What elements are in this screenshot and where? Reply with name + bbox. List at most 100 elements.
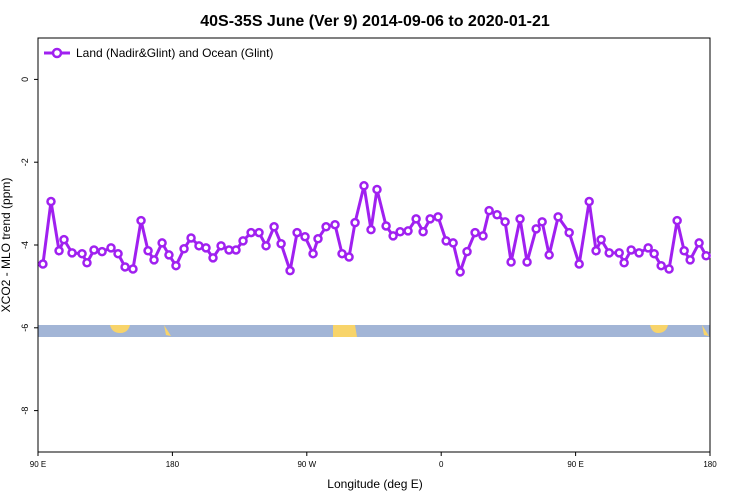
- x-tick-label: 0: [439, 460, 444, 469]
- x-tick-label: 90 E: [567, 460, 583, 469]
- data-point: [515, 214, 525, 224]
- data-point: [208, 253, 218, 263]
- data-point: [106, 243, 116, 253]
- data-point: [120, 262, 130, 272]
- data-point: [619, 258, 629, 268]
- data-point: [411, 214, 421, 224]
- data-point: [614, 248, 624, 258]
- y-tick-label: -8: [20, 407, 30, 415]
- data-point: [455, 267, 465, 277]
- data-point: [366, 224, 376, 235]
- data-point: [634, 248, 644, 258]
- data-point: [643, 243, 653, 253]
- data-point: [285, 265, 295, 276]
- legend-marker: [51, 47, 63, 59]
- y-tick-label: -4: [20, 241, 30, 249]
- data-point: [403, 226, 413, 236]
- data-point: [564, 227, 574, 238]
- chart-title: 40S-35S June (Ver 9) 2014-09-06 to 2020-…: [200, 13, 550, 30]
- data-point: [276, 239, 286, 249]
- data-point: [448, 238, 458, 248]
- data-point: [67, 248, 77, 258]
- y-tick-label: 0: [20, 77, 30, 82]
- data-point: [292, 227, 302, 238]
- y-tick-label: -2: [20, 158, 30, 166]
- data-point: [584, 196, 594, 207]
- data-point: [238, 236, 248, 246]
- plot-frame: [37, 37, 711, 453]
- data-point: [484, 205, 494, 216]
- data-point: [179, 243, 189, 254]
- data-point: [425, 214, 435, 224]
- data-point: [97, 246, 107, 257]
- y-axis-label: XCO2 - MLO trend (ppm): [0, 178, 13, 313]
- x-tick-label: 90 E: [30, 460, 46, 469]
- data-point: [254, 227, 264, 238]
- data-point: [308, 248, 318, 259]
- data-point: [685, 255, 695, 265]
- data-point: [300, 231, 310, 242]
- data-point: [261, 241, 271, 251]
- data-point: [372, 184, 382, 195]
- data-point: [500, 217, 510, 227]
- data-point: [136, 215, 146, 226]
- x-tick-label: 90 W: [297, 460, 316, 469]
- data-point: [313, 234, 323, 244]
- data-point: [113, 248, 123, 259]
- data-point: [649, 248, 659, 259]
- data-point: [89, 245, 99, 255]
- data-point: [186, 233, 196, 243]
- data-point: [337, 248, 347, 259]
- x-axis-label: Longitude (deg E): [327, 477, 422, 491]
- data-point: [470, 227, 480, 238]
- data-point: [522, 257, 532, 267]
- data-point: [321, 222, 331, 232]
- data-point: [77, 248, 87, 259]
- data-point: [359, 181, 369, 191]
- data-point: [201, 243, 211, 253]
- data-point: [672, 215, 682, 226]
- data-point: [128, 264, 138, 274]
- data-point: [591, 246, 601, 256]
- x-tick-label: 180: [166, 460, 180, 469]
- data-point: [246, 227, 256, 238]
- data-point: [531, 224, 541, 234]
- data-point: [604, 248, 614, 258]
- data-point: [388, 231, 398, 241]
- data-point: [344, 252, 354, 262]
- data-point: [492, 210, 502, 220]
- x-tick-label: 180: [703, 460, 717, 469]
- data-point: [574, 259, 584, 269]
- data-point: [537, 217, 547, 227]
- legend-label: Land (Nadir&Glint) and Ocean (Glint): [76, 46, 273, 60]
- data-point: [478, 231, 488, 241]
- data-point: [231, 245, 241, 255]
- data-point: [694, 238, 704, 248]
- y-tick-label: -6: [20, 324, 30, 332]
- data-point: [164, 250, 174, 260]
- data-point: [381, 221, 391, 231]
- land-strip: [38, 325, 710, 337]
- data-point: [269, 222, 279, 232]
- data-point: [143, 246, 153, 256]
- data-point: [433, 212, 443, 222]
- data-point: [216, 241, 226, 251]
- data-point: [679, 246, 689, 256]
- data-point: [59, 234, 69, 245]
- data-point: [656, 260, 666, 271]
- data-point: [330, 219, 340, 230]
- data-point: [395, 227, 405, 237]
- data-point: [553, 212, 563, 222]
- data-point: [350, 217, 360, 228]
- data-point: [544, 250, 554, 260]
- data-point: [46, 196, 56, 207]
- data-point: [149, 255, 159, 265]
- data-point: [596, 234, 606, 245]
- data-point: [462, 246, 472, 257]
- data-point: [418, 227, 428, 237]
- data-point: [701, 251, 711, 261]
- data-point: [664, 264, 674, 274]
- data-point: [82, 258, 92, 268]
- data-point: [157, 238, 167, 248]
